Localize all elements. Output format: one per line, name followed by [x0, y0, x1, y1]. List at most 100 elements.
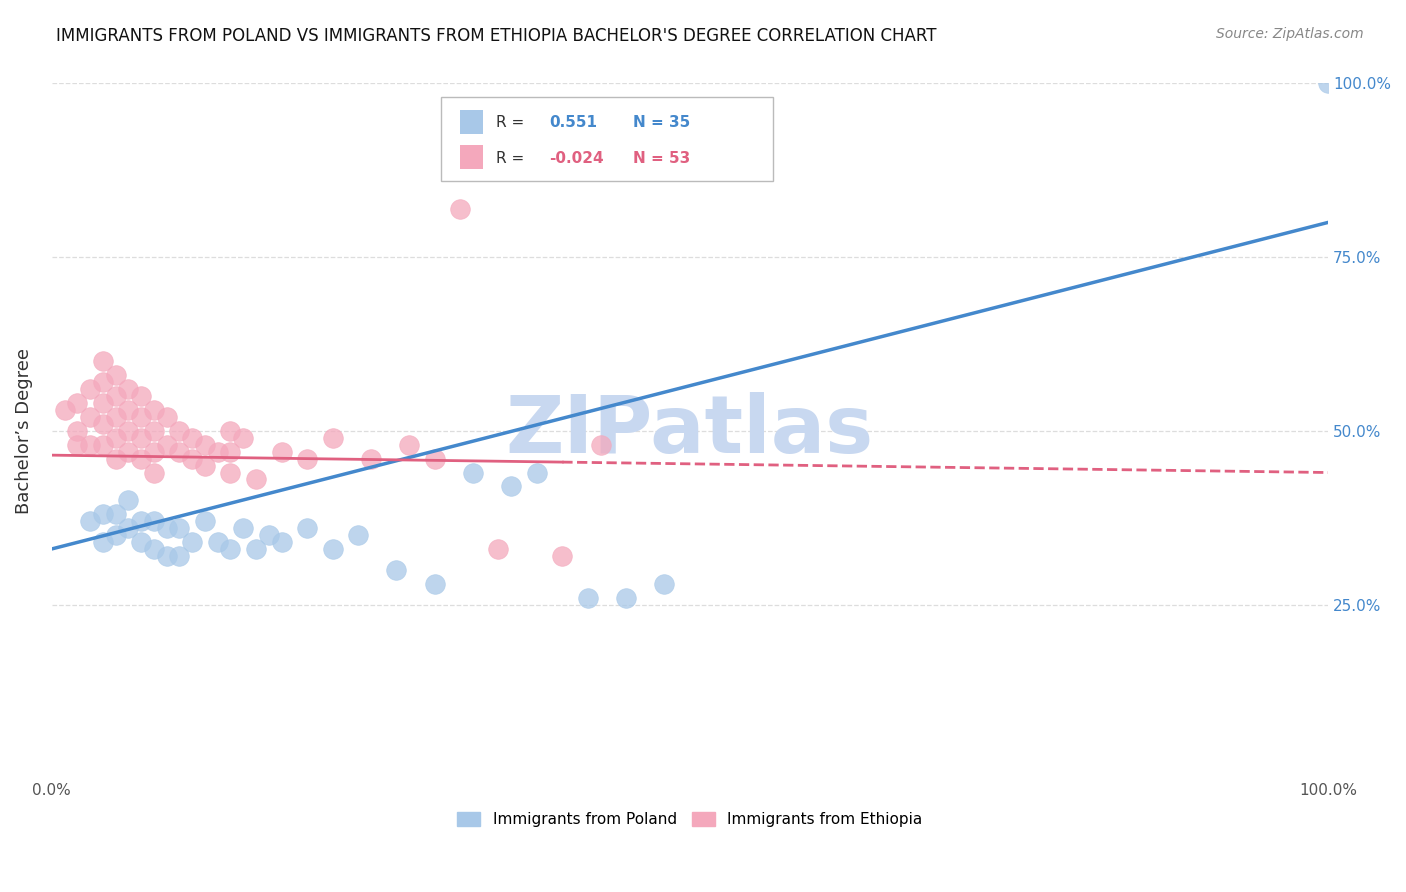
Point	[207, 535, 229, 549]
Point	[104, 368, 127, 383]
Point	[117, 424, 139, 438]
Point	[169, 521, 191, 535]
Text: N = 53: N = 53	[633, 151, 690, 166]
Point	[232, 431, 254, 445]
Point	[156, 409, 179, 424]
Point	[181, 431, 204, 445]
Point	[117, 493, 139, 508]
Text: Source: ZipAtlas.com: Source: ZipAtlas.com	[1216, 27, 1364, 41]
Point	[398, 438, 420, 452]
Point	[245, 473, 267, 487]
Point	[79, 409, 101, 424]
Point	[142, 466, 165, 480]
Point	[129, 431, 152, 445]
Point	[104, 409, 127, 424]
Point	[654, 576, 676, 591]
Point	[129, 514, 152, 528]
Point	[142, 514, 165, 528]
Point	[219, 466, 242, 480]
Point	[219, 424, 242, 438]
Point	[295, 451, 318, 466]
Point	[53, 403, 76, 417]
Text: N = 35: N = 35	[633, 115, 690, 130]
Point	[423, 451, 446, 466]
Point	[104, 389, 127, 403]
Point	[66, 424, 89, 438]
Point	[423, 576, 446, 591]
Point	[79, 382, 101, 396]
Point	[449, 202, 471, 216]
Bar	[460, 110, 484, 134]
Point	[104, 451, 127, 466]
Point	[194, 458, 217, 473]
Point	[104, 507, 127, 521]
Y-axis label: Bachelor’s Degree: Bachelor’s Degree	[15, 348, 32, 514]
Point	[1317, 77, 1340, 91]
Point	[232, 521, 254, 535]
Point	[117, 444, 139, 458]
Point	[79, 514, 101, 528]
Point	[156, 549, 179, 563]
Point	[207, 444, 229, 458]
Bar	[460, 145, 484, 169]
Point	[169, 549, 191, 563]
Point	[129, 409, 152, 424]
Point	[526, 466, 548, 480]
Point	[270, 535, 292, 549]
Point	[194, 438, 217, 452]
Point	[117, 521, 139, 535]
Point	[91, 438, 114, 452]
Point	[270, 444, 292, 458]
Point	[576, 591, 599, 605]
Point	[257, 528, 280, 542]
Point	[129, 451, 152, 466]
Point	[66, 438, 89, 452]
FancyBboxPatch shape	[441, 97, 773, 181]
Point	[104, 528, 127, 542]
Point	[117, 382, 139, 396]
Point	[79, 438, 101, 452]
Point	[142, 444, 165, 458]
Text: 0.551: 0.551	[550, 115, 598, 130]
Point	[360, 451, 382, 466]
Point	[142, 541, 165, 556]
Point	[129, 389, 152, 403]
Point	[322, 541, 344, 556]
Point	[488, 541, 510, 556]
Point	[614, 591, 637, 605]
Text: -0.024: -0.024	[550, 151, 605, 166]
Point	[91, 354, 114, 368]
Point	[501, 479, 523, 493]
Point	[219, 444, 242, 458]
Point	[181, 451, 204, 466]
Point	[142, 403, 165, 417]
Legend: Immigrants from Poland, Immigrants from Ethiopia: Immigrants from Poland, Immigrants from …	[451, 805, 928, 833]
Point	[66, 396, 89, 410]
Point	[169, 424, 191, 438]
Point	[91, 507, 114, 521]
Point	[156, 438, 179, 452]
Point	[181, 535, 204, 549]
Point	[245, 541, 267, 556]
Point	[142, 424, 165, 438]
Text: R =: R =	[496, 115, 524, 130]
Point	[589, 438, 612, 452]
Point	[91, 375, 114, 389]
Point	[169, 444, 191, 458]
Point	[117, 403, 139, 417]
Point	[194, 514, 217, 528]
Point	[347, 528, 370, 542]
Point	[91, 417, 114, 431]
Point	[322, 431, 344, 445]
Point	[295, 521, 318, 535]
Point	[551, 549, 574, 563]
Text: IMMIGRANTS FROM POLAND VS IMMIGRANTS FROM ETHIOPIA BACHELOR'S DEGREE CORRELATION: IMMIGRANTS FROM POLAND VS IMMIGRANTS FRO…	[56, 27, 936, 45]
Point	[91, 535, 114, 549]
Point	[156, 521, 179, 535]
Text: R =: R =	[496, 151, 524, 166]
Text: ZIPatlas: ZIPatlas	[506, 392, 875, 470]
Point	[219, 541, 242, 556]
Point	[104, 431, 127, 445]
Point	[91, 396, 114, 410]
Point	[461, 466, 484, 480]
